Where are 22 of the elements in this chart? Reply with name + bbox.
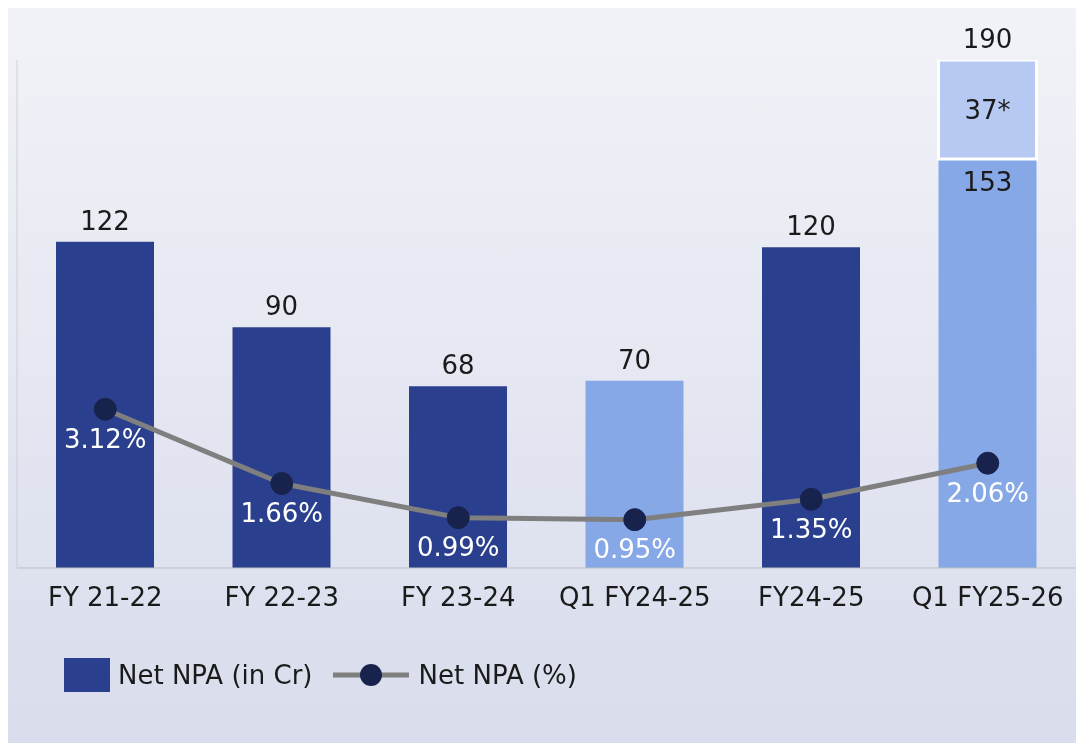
- data-label: 2.06%: [946, 477, 1030, 508]
- x-tick-label: Q1 FY25-26: [911, 582, 1064, 613]
- data-label: 1.35%: [769, 513, 853, 544]
- data-label: 120: [786, 211, 836, 242]
- data-label: 1.66%: [240, 498, 324, 528]
- data-label: 0.95%: [593, 534, 677, 565]
- data-label: 68: [441, 350, 475, 381]
- x-tick-label: FY 21-22: [47, 582, 163, 613]
- legend-label: Net NPA (%): [418, 660, 577, 690]
- x-tick-label: Q1 FY24-25: [558, 582, 711, 613]
- data-label: 122: [80, 205, 130, 236]
- x-tick-label: FY 22-23: [224, 582, 340, 613]
- x-tick-label: FY24-25: [758, 582, 865, 613]
- data-label: 37*: [964, 94, 1011, 125]
- x-tick-label: FY 23-24: [400, 582, 516, 613]
- data-label: 153: [962, 167, 1013, 198]
- data-label: 70: [617, 344, 652, 375]
- data-label: 3.12%: [63, 423, 147, 454]
- data-label: 0.99%: [416, 532, 500, 563]
- data-label: 90: [264, 291, 299, 322]
- total-label: 190: [962, 24, 1013, 54]
- legend-label: Net NPA (in Cr): [118, 660, 313, 690]
